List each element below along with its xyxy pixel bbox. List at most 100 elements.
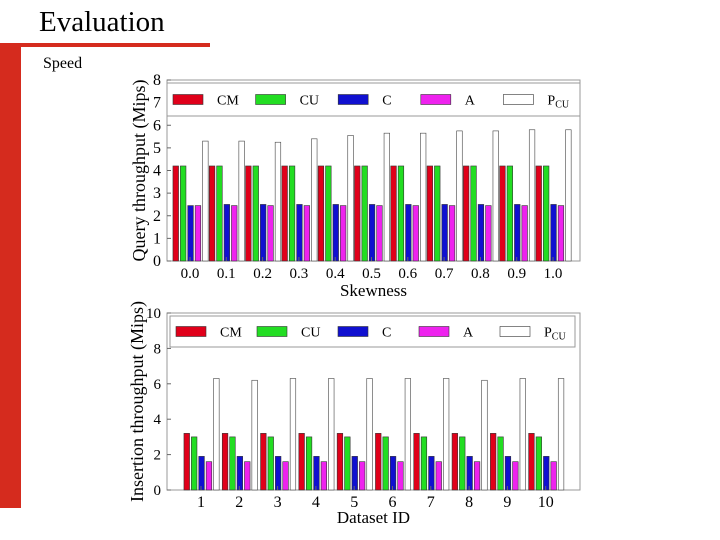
y-tick-label: 2: [153, 208, 161, 225]
x-tick-label: 0.5: [362, 266, 381, 282]
bar-a-6: [397, 461, 404, 491]
bar-a-0.9: [521, 205, 528, 262]
legend-swatch-a: [418, 326, 450, 337]
bar-cm-0.6: [390, 165, 397, 262]
bar-c-10: [543, 456, 550, 491]
x-tick-label: 0.7: [435, 266, 454, 282]
bar-p-cu-0.6: [420, 132, 427, 262]
legend-swatch-cu: [255, 94, 286, 105]
bar-cm-4: [298, 433, 305, 491]
bar-c-5: [351, 456, 358, 491]
bar-cm-0.0: [172, 165, 179, 262]
legend-label-a: A: [465, 94, 476, 109]
bar-p-cu-2: [251, 379, 258, 491]
x-tick-label: 1: [197, 494, 205, 511]
bar-a-0.4: [340, 205, 347, 262]
bar-p-cu-8: [481, 379, 488, 491]
bar-a-1: [205, 461, 213, 491]
bar-c-8: [466, 456, 473, 491]
y-tick-label: 3: [153, 185, 161, 202]
legend-label-cm: CM: [220, 326, 242, 341]
bar-c-3: [275, 456, 282, 491]
bar-c-2: [236, 456, 243, 491]
legend-label-c: C: [382, 326, 391, 341]
x-tick-label: 8: [465, 494, 473, 511]
bar-p-cu-0.9: [528, 129, 536, 262]
bar-cm-0.7: [426, 165, 433, 262]
legend-swatch-p: [499, 326, 531, 337]
bar-c-0.2: [260, 204, 267, 262]
bar-cm-0.1: [208, 165, 216, 262]
bar-cm-8: [451, 433, 458, 491]
bar-cm-10: [528, 433, 535, 491]
x-tick-label: 7: [427, 494, 435, 511]
bar-c-0.0: [187, 205, 194, 262]
bar-c-7: [428, 456, 435, 491]
bar-c-1.0: [550, 204, 557, 262]
bar-cm-1.0: [535, 165, 542, 262]
slide-title: Evaluation: [39, 6, 165, 38]
x-tick-label: 0.2: [253, 266, 272, 282]
x-tick-label: 1.0: [544, 266, 563, 282]
legend: CM CU C A PCU: [166, 82, 581, 117]
legend-swatch-cm: [175, 326, 207, 337]
plot-frame: [166, 312, 581, 491]
bar-cm-0.4: [317, 165, 325, 262]
legend-label-c: C: [382, 94, 391, 109]
legend-label-p: PCU: [544, 326, 566, 343]
x-tick-label: 0.1: [217, 266, 236, 282]
bar-cm-1: [183, 433, 190, 491]
x-tick-label: 5: [350, 494, 358, 511]
bar-c-0.6: [405, 204, 412, 262]
bar-a-0.8: [485, 205, 492, 262]
bar-cu-0.5: [361, 165, 368, 262]
bar-cu-0.2: [252, 165, 259, 262]
x-tick-label: 2: [235, 494, 243, 511]
bar-p-cu-10: [557, 378, 565, 491]
bar-cm-3: [260, 433, 267, 491]
bar-c-1: [198, 456, 205, 491]
bar-cu-2: [229, 436, 236, 491]
bar-cm-0.2: [245, 165, 252, 262]
bar-a-0.1: [231, 205, 238, 262]
bar-cu-7: [420, 436, 428, 491]
bar-a-0.0: [194, 205, 202, 262]
left-accent-bar: [0, 43, 21, 508]
bar-cu-5: [344, 436, 351, 491]
bar-cu-0.3: [288, 165, 296, 262]
legend-label-cu: CU: [301, 326, 320, 341]
legend-swatch-p: [503, 94, 534, 105]
bar-cu-1: [191, 436, 198, 491]
bar-p-cu-0.8: [492, 130, 499, 262]
bar-c-0.1: [223, 204, 230, 262]
bar-cu-3: [267, 436, 274, 491]
slide-subtitle: Speed: [43, 55, 83, 72]
title-underline: [0, 43, 210, 47]
y-axis-label: Insertion throughput (Mips): [127, 301, 148, 502]
y-tick-label: 8: [154, 341, 162, 357]
bar-a-0.2: [267, 205, 274, 262]
bar-a-10: [550, 461, 557, 491]
x-axis-label: Dataset ID: [337, 508, 410, 527]
x-tick-label: 0.6: [398, 266, 417, 282]
bar-p-cu-1: [213, 378, 220, 491]
x-tick-label: 0.9: [507, 266, 526, 282]
bar-cu-0.4: [325, 165, 332, 262]
y-tick-label: 4: [154, 412, 162, 428]
x-tick-label: 0.3: [290, 266, 309, 282]
bar-a-5: [359, 461, 366, 491]
bar-c-6: [389, 456, 397, 491]
bar-p-cu-0.3: [311, 138, 318, 262]
bar-a-1.0: [557, 205, 565, 262]
bar-p-cu-9: [519, 378, 526, 491]
x-tick-label: 0.4: [326, 266, 345, 282]
bar-a-4: [320, 461, 327, 491]
bar-a-0.3: [303, 205, 310, 262]
bar-cu-10: [535, 436, 542, 491]
bar-cm-6: [375, 433, 382, 491]
bar-p-cu-4: [328, 378, 335, 491]
bar-c-0.8: [477, 204, 485, 262]
bar-a-2: [244, 461, 251, 491]
y-axis-label: Query throughput (Mips): [129, 80, 150, 262]
y-tick-label: 6: [153, 117, 161, 134]
